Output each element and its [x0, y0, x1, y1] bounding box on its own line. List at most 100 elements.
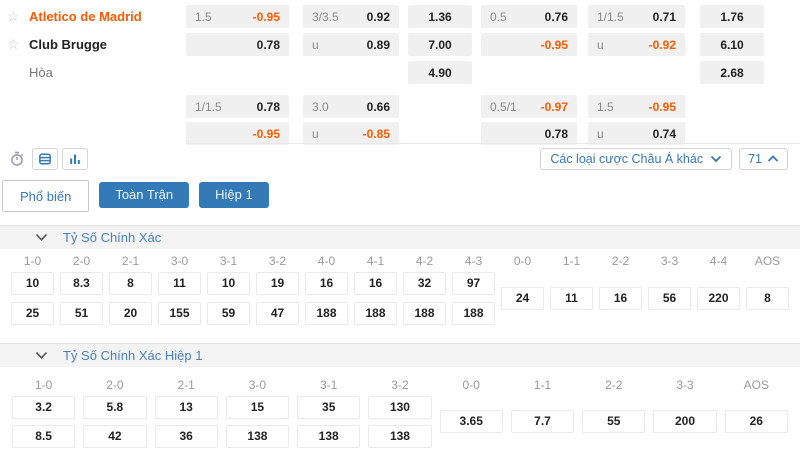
- score-column-header: 3-0: [170, 254, 189, 268]
- odds-cell[interactable]: 5.8: [83, 396, 147, 419]
- home-team-row: ☆ Atletico de Madrid: [0, 5, 142, 28]
- odds-box-1x2-h1-away[interactable]: 6.10: [700, 33, 764, 56]
- bar-chart-icon[interactable]: [62, 148, 88, 170]
- handicap-label: u: [312, 37, 319, 52]
- odds-cell[interactable]: 25: [11, 302, 54, 325]
- odds-box-ou-h1-over[interactable]: 1/1.5 0.71: [588, 5, 685, 28]
- odds-cell[interactable]: 138: [297, 425, 361, 448]
- handicap-label: u: [597, 126, 604, 141]
- odds-cell[interactable]: 188: [305, 302, 348, 325]
- odds-cell[interactable]: 24: [501, 287, 544, 310]
- odds-cell[interactable]: 42: [83, 425, 147, 448]
- section-correct-score-h1: Tỷ Số Chính Xác Hiệp 1 1-0 3.2 8.5 2-0 5…: [0, 343, 800, 448]
- odds-box-ah-ft-away-2[interactable]: -0.95: [186, 122, 289, 145]
- odds-box-ou-ft-over-2[interactable]: 3.0 0.66: [303, 95, 399, 118]
- odds-cell[interactable]: 138: [225, 425, 290, 448]
- score-column: 3-0 15 138: [222, 377, 293, 448]
- away-team-row: ☆ Club Brugge: [0, 33, 107, 56]
- odds-cell[interactable]: 11: [158, 272, 201, 295]
- odds-box-ah-h1-away[interactable]: -0.95: [481, 33, 577, 56]
- odds-box-ah-ft-home-2[interactable]: 1/1.5 0.78: [186, 95, 289, 118]
- handicap-label: 0.5: [490, 9, 507, 24]
- odds-cell[interactable]: 155: [158, 302, 201, 325]
- odds-cell[interactable]: 16: [305, 272, 348, 295]
- odds-cell[interactable]: 8.3: [60, 272, 103, 295]
- odds-cell[interactable]: 15: [225, 396, 290, 419]
- score-column-header: 2-1: [177, 378, 195, 392]
- score-column: 1-0 10 25: [8, 253, 57, 325]
- odds-cell[interactable]: 8: [109, 272, 152, 295]
- score-column: AOS 8: [743, 253, 792, 325]
- odds-box-ah-ft-home[interactable]: 1.5 -0.95: [186, 5, 289, 28]
- odds-box-ou-ft-over[interactable]: 3/3.5 0.92: [303, 5, 399, 28]
- odds-cell[interactable]: 3.2: [12, 396, 76, 419]
- odds-cell[interactable]: 16: [599, 287, 642, 310]
- odds-value: 1.76: [720, 9, 744, 24]
- handicap-label: 3/3.5: [312, 9, 339, 24]
- section-header-correct-score-h1[interactable]: Tỷ Số Chính Xác Hiệp 1: [0, 343, 800, 367]
- odds-cell[interactable]: 51: [60, 302, 103, 325]
- odds-box-1x2-home[interactable]: 1.36: [408, 5, 472, 28]
- odds-box-1x2-h1-home[interactable]: 1.76: [700, 5, 764, 28]
- odds-cell[interactable]: 138: [368, 425, 432, 448]
- odds-cell[interactable]: 20: [109, 302, 152, 325]
- odds-cell[interactable]: 200: [653, 410, 717, 433]
- odds-cell[interactable]: 7.7: [510, 410, 575, 433]
- market-type-dropdown[interactable]: Các loại cược Châu Á khác: [540, 148, 733, 170]
- market-count-toggle[interactable]: 71: [739, 148, 788, 170]
- odds-box-ah-ft-away[interactable]: 0.78: [186, 33, 289, 56]
- odds-cell[interactable]: 3.65: [439, 410, 503, 433]
- odds-cell[interactable]: 220: [697, 287, 740, 310]
- odds-cell[interactable]: 188: [354, 302, 397, 325]
- markets-toolbar: Các loại cược Châu Á khác 71: [0, 147, 800, 171]
- score-column-header: 4-2: [415, 254, 434, 268]
- favorite-star-icon[interactable]: ☆: [7, 36, 20, 52]
- score-column: 2-0 8.3 51: [57, 253, 106, 325]
- odds-cell[interactable]: 35: [297, 396, 361, 419]
- odds-cell[interactable]: 56: [648, 287, 691, 310]
- chevron-down-icon: [35, 233, 48, 242]
- tab-popular[interactable]: Phổ biến: [2, 180, 90, 212]
- tab-full-match[interactable]: Toàn Trận: [99, 182, 190, 208]
- odds-cell[interactable]: 8: [746, 287, 789, 310]
- tab-first-half[interactable]: Hiệp 1: [199, 182, 269, 208]
- odds-cell[interactable]: 32: [403, 272, 446, 295]
- odds-cell[interactable]: 130: [368, 396, 432, 419]
- odds-cell[interactable]: 188: [403, 302, 446, 325]
- odds-cell[interactable]: 55: [582, 410, 646, 433]
- odds-cell[interactable]: 11: [550, 287, 593, 310]
- odds-box-ah-h1-away-2[interactable]: 0.78: [481, 122, 577, 145]
- odds-cell[interactable]: 10: [11, 272, 54, 295]
- odds-box-ah-h1-home-2[interactable]: 0.5/1 -0.97: [481, 95, 577, 118]
- odds-cell[interactable]: 36: [154, 425, 218, 448]
- odds-cell[interactable]: 8.5: [12, 425, 76, 448]
- odds-box-1x2-h1-draw[interactable]: 2.68: [700, 61, 764, 84]
- handicap-label: u: [312, 126, 319, 141]
- odds-cell[interactable]: 26: [724, 410, 788, 433]
- odds-value: 6.10: [720, 37, 744, 52]
- score-column-header: 3-1: [320, 378, 338, 392]
- stopwatch-icon[interactable]: [5, 148, 29, 170]
- odds-box-ou-h1-under[interactable]: u -0.92: [588, 33, 685, 56]
- odds-box-1x2-draw[interactable]: 4.90: [408, 61, 472, 84]
- favorite-star-icon[interactable]: ☆: [7, 8, 20, 24]
- odds-cell[interactable]: 47: [256, 302, 299, 325]
- odds-box-ou-ft-under[interactable]: u 0.89: [303, 33, 399, 56]
- odds-value: 0.76: [544, 9, 568, 24]
- odds-cell[interactable]: 59: [207, 302, 250, 325]
- odds-cell[interactable]: 16: [354, 272, 397, 295]
- section-header-correct-score[interactable]: Tỷ Số Chính Xác: [0, 225, 800, 249]
- odds-cell[interactable]: 13: [154, 396, 218, 419]
- odds-box-ou-h1-under-2[interactable]: u 0.74: [588, 122, 685, 145]
- score-column-header: 1-1: [533, 378, 552, 392]
- odds-box-ou-ft-under-2[interactable]: u -0.85: [303, 122, 399, 145]
- odds-box-ou-h1-over-2[interactable]: 1.5 -0.95: [588, 95, 685, 118]
- odds-box-1x2-away[interactable]: 7.00: [408, 33, 472, 56]
- odds-cell[interactable]: 10: [207, 272, 250, 295]
- odds-cell[interactable]: 19: [256, 272, 299, 295]
- stack-icon[interactable]: [32, 148, 58, 170]
- odds-cell[interactable]: 97: [452, 272, 495, 295]
- odds-cell[interactable]: 188: [452, 302, 495, 325]
- score-column: 0-0 24: [498, 253, 547, 325]
- odds-box-ah-h1-home[interactable]: 0.5 0.76: [481, 5, 577, 28]
